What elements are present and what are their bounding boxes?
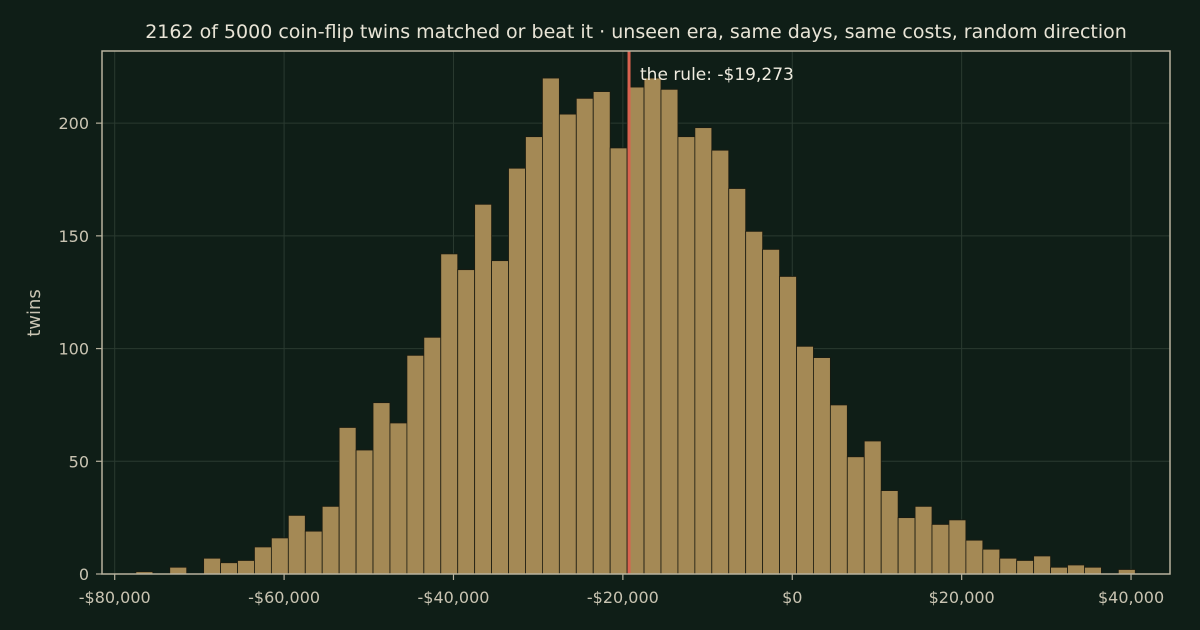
histogram-bar [948, 519, 967, 575]
histogram-bar [609, 147, 628, 575]
histogram-bar [321, 505, 340, 575]
x-tick-label: -$60,000 [248, 588, 320, 607]
histogram-bar [829, 404, 848, 575]
histogram-bar [406, 354, 425, 575]
histogram-bar [660, 88, 679, 575]
y-tick-label: 150 [58, 227, 89, 246]
x-tick-label: $20,000 [929, 588, 995, 607]
histogram-bar [728, 188, 747, 575]
histogram-bar [779, 276, 797, 575]
histogram-bar [643, 77, 662, 575]
histogram-bar [880, 490, 899, 575]
histogram-bar [999, 557, 1018, 575]
y-tick-label: 50 [69, 452, 89, 471]
histogram-bar [694, 127, 713, 575]
histogram-bar [914, 505, 933, 575]
histogram-bar [1050, 566, 1068, 575]
histogram-bar [254, 546, 272, 575]
histogram-bar [542, 77, 560, 575]
histogram-bar [491, 260, 509, 575]
histogram-bar [372, 402, 391, 575]
y-tick-label: 0 [79, 565, 89, 584]
histogram-bar [304, 530, 323, 575]
y-axis-label: twins [24, 289, 45, 337]
histogram-bar [287, 514, 306, 575]
histogram-bar [1084, 566, 1102, 575]
histogram-bar [203, 557, 221, 575]
histogram-bar [711, 149, 730, 575]
histogram-bar [1033, 555, 1051, 575]
histogram-bar [508, 167, 526, 575]
axis-ticks: -$80,000 -$60,000 -$40,000 -$20,000 $0 $20,00… [58, 114, 1164, 607]
histogram-bar [558, 113, 577, 575]
histogram-bar [220, 562, 238, 575]
x-tick-label: -$40,000 [418, 588, 490, 607]
histogram-bar [762, 248, 780, 575]
histogram-bar [677, 136, 696, 575]
y-tick-label: 200 [58, 114, 89, 133]
histogram-bar [745, 230, 764, 575]
histogram-bar [863, 440, 882, 575]
histogram-bar [813, 357, 831, 575]
x-tick-label: -$80,000 [79, 588, 151, 607]
histogram-bar [575, 97, 594, 575]
histogram-bar [1067, 564, 1085, 575]
histogram-bar [965, 539, 984, 575]
plot-frame [101, 50, 1171, 575]
histogram-bars [135, 77, 1136, 575]
marker-annotation: the rule: -$19,273 [640, 65, 794, 85]
histogram-bar [897, 517, 916, 575]
histogram-bar [457, 269, 476, 575]
histogram-bar [982, 548, 1001, 575]
x-tick-label: $40,000 [1098, 588, 1164, 607]
histogram-bar [592, 91, 611, 575]
x-tick-label: -$20,000 [587, 588, 659, 607]
histogram-bar [474, 203, 492, 575]
histogram-bar [846, 456, 865, 575]
histogram-bar [355, 449, 374, 575]
histogram-bar [1016, 560, 1035, 575]
histogram-bar [525, 136, 543, 575]
histogram-bar [440, 253, 459, 575]
histogram-bar [338, 427, 357, 575]
histogram-bar [270, 537, 289, 575]
histogram-bar [169, 566, 188, 575]
histogram-bar [237, 560, 255, 575]
chart-title: 2162 of 5000 coin-flip twins matched or … [145, 21, 1127, 43]
histogram-bar [423, 336, 442, 575]
histogram-bar [796, 345, 814, 575]
x-tick-label: $0 [782, 588, 802, 607]
y-tick-label: 100 [58, 340, 89, 359]
histogram-bar [931, 524, 950, 575]
histogram-bar [389, 422, 408, 575]
